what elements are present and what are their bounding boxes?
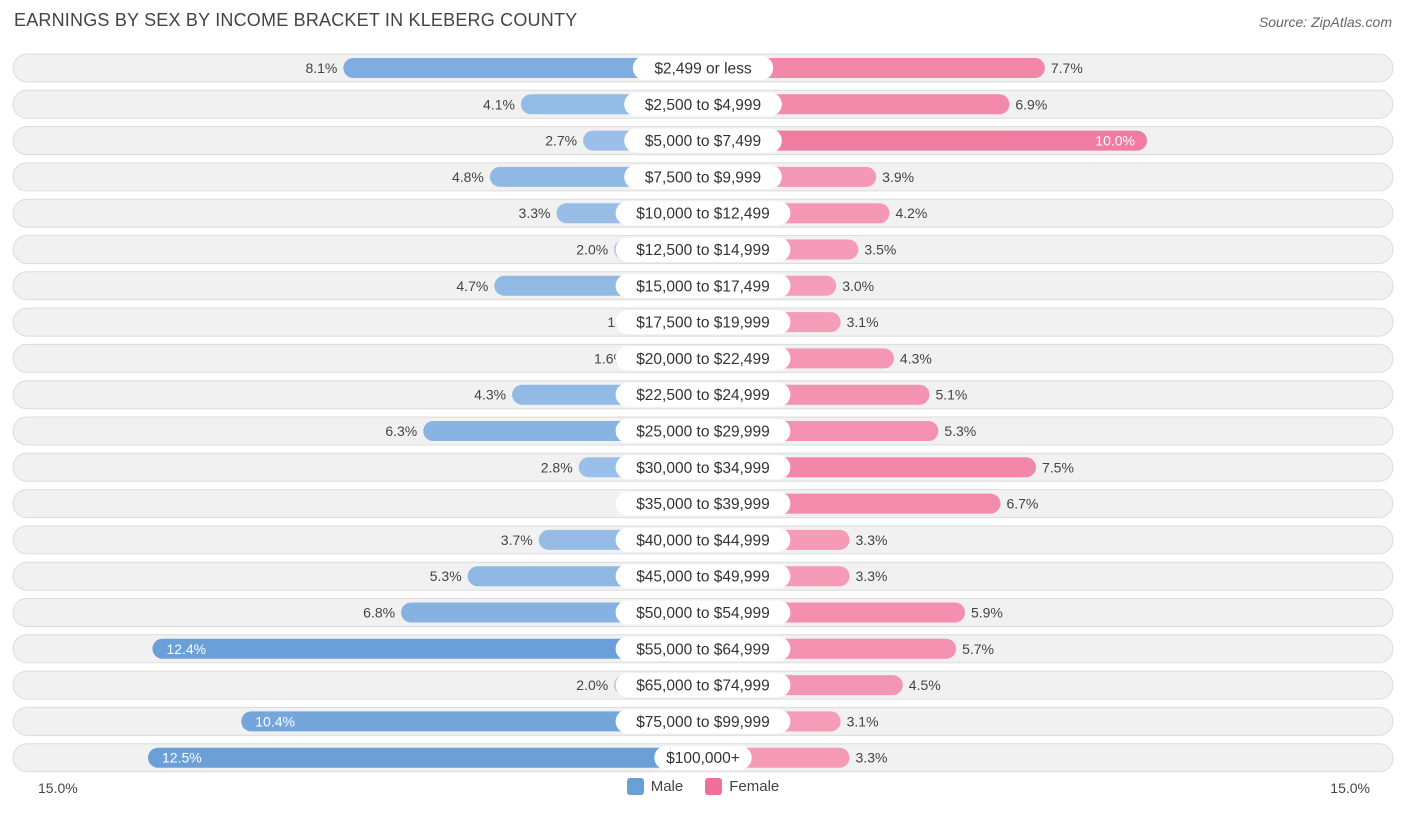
category-label: $65,000 to $74,999 bbox=[636, 678, 770, 695]
legend-label-female: Female bbox=[729, 778, 780, 795]
legend-item-female[interactable]: Female bbox=[705, 778, 779, 795]
female-bar bbox=[703, 130, 1147, 151]
category-label: $30,000 to $34,999 bbox=[636, 460, 770, 477]
category-label: $75,000 to $99,999 bbox=[636, 714, 770, 731]
category-label: $15,000 to $17,499 bbox=[636, 278, 770, 295]
female-value-label: 5.3% bbox=[944, 423, 976, 439]
male-value-label: 6.3% bbox=[385, 423, 417, 439]
female-value-label: 5.7% bbox=[962, 641, 994, 657]
category-label-bg bbox=[615, 673, 791, 698]
category-label-bg bbox=[615, 382, 791, 407]
category-label: $22,500 to $24,999 bbox=[636, 387, 770, 404]
category-label-bg bbox=[624, 128, 782, 153]
female-value-label: 10.0% bbox=[1095, 133, 1135, 149]
category-label-bg bbox=[615, 346, 791, 371]
source-label: Source: ZipAtlas.com bbox=[1258, 14, 1392, 30]
category-label-bg bbox=[615, 527, 791, 552]
male-value-label: 2.8% bbox=[541, 459, 573, 475]
male-value-label: 4.7% bbox=[456, 278, 488, 294]
male-value-label: 4.3% bbox=[474, 387, 506, 403]
female-value-label: 5.9% bbox=[971, 605, 1003, 621]
category-label-bg bbox=[632, 56, 774, 80]
male-bar bbox=[152, 638, 703, 659]
category-label-bg bbox=[624, 92, 782, 117]
female-value-label: 3.5% bbox=[864, 242, 896, 258]
female-value-label: 3.3% bbox=[856, 750, 888, 766]
female-bar bbox=[703, 58, 1045, 78]
legend-item-male[interactable]: Male bbox=[626, 778, 684, 795]
female-value-label: 4.5% bbox=[909, 677, 941, 693]
male-bar bbox=[148, 747, 703, 768]
category-label: $35,000 to $39,999 bbox=[636, 496, 770, 513]
category-label-bg bbox=[615, 564, 791, 589]
legend: Male Female bbox=[0, 778, 1406, 795]
female-value-label: 3.3% bbox=[856, 532, 888, 548]
category-label: $45,000 to $49,999 bbox=[636, 569, 770, 586]
category-label-bg bbox=[615, 636, 791, 661]
female-value-label: 7.7% bbox=[1051, 60, 1083, 76]
axis-label-right: 15.0% bbox=[1330, 780, 1370, 796]
female-value-label: 7.5% bbox=[1042, 459, 1074, 475]
male-value-label: 2.7% bbox=[545, 133, 577, 149]
female-value-label: 4.2% bbox=[895, 205, 927, 221]
female-value-label: 3.3% bbox=[856, 568, 888, 584]
category-label-bg bbox=[615, 491, 791, 516]
category-label-bg bbox=[615, 237, 791, 262]
female-value-label: 6.9% bbox=[1015, 96, 1047, 112]
male-value-label: 8.1% bbox=[305, 60, 337, 76]
male-value-label: 12.5% bbox=[162, 750, 202, 766]
category-label: $25,000 to $29,999 bbox=[636, 424, 770, 441]
category-label-bg bbox=[624, 164, 782, 189]
category-label-bg bbox=[615, 310, 791, 335]
male-bar bbox=[241, 711, 704, 732]
category-label: $17,500 to $19,999 bbox=[636, 315, 770, 332]
category-label: $12,500 to $14,999 bbox=[636, 242, 770, 259]
male-value-label: 3.7% bbox=[501, 532, 533, 548]
male-value-label: 4.1% bbox=[483, 96, 515, 112]
male-value-label: 5.3% bbox=[430, 568, 462, 584]
category-label-bg bbox=[654, 745, 752, 770]
male-value-label: 2.0% bbox=[576, 242, 608, 258]
category-label-bg bbox=[615, 709, 791, 734]
chart-title: EARNINGS BY SEX BY INCOME BRACKET IN KLE… bbox=[14, 10, 578, 30]
legend-swatch-male bbox=[626, 778, 644, 795]
male-value-label: 10.4% bbox=[255, 713, 295, 729]
male-bar bbox=[343, 58, 703, 78]
female-value-label: 3.1% bbox=[847, 314, 879, 330]
category-label: $40,000 to $44,999 bbox=[636, 532, 770, 549]
category-label: $20,000 to $22,499 bbox=[636, 351, 770, 368]
female-value-label: 3.9% bbox=[882, 169, 914, 185]
male-value-label: 12.4% bbox=[166, 641, 206, 657]
category-label-bg bbox=[615, 600, 791, 625]
legend-label-male: Male bbox=[650, 778, 684, 795]
legend-swatch-female bbox=[705, 778, 723, 795]
female-value-label: 3.1% bbox=[847, 713, 879, 729]
male-value-label: 3.3% bbox=[519, 205, 551, 221]
female-value-label: 3.0% bbox=[842, 278, 874, 294]
category-label-bg bbox=[615, 273, 791, 298]
female-value-label: 6.7% bbox=[1006, 496, 1038, 512]
category-label-bg bbox=[615, 201, 791, 226]
male-value-label: 6.8% bbox=[363, 605, 395, 621]
category-label: $55,000 to $64,999 bbox=[636, 641, 770, 658]
category-label: $5,000 to $7,499 bbox=[645, 133, 761, 150]
category-label-bg bbox=[615, 455, 791, 480]
axis-label-left: 15.0% bbox=[38, 780, 78, 796]
category-label: $100,000+ bbox=[666, 750, 740, 767]
category-label: $10,000 to $12,499 bbox=[636, 206, 770, 223]
male-value-label: 4.8% bbox=[452, 169, 484, 185]
male-value-label: 2.0% bbox=[576, 677, 608, 693]
category-label: $2,500 to $4,999 bbox=[645, 97, 761, 114]
category-label: $50,000 to $54,999 bbox=[636, 605, 770, 622]
category-label: $7,500 to $9,999 bbox=[645, 169, 761, 186]
female-value-label: 4.3% bbox=[900, 350, 932, 366]
category-label-bg bbox=[615, 419, 791, 443]
category-label: $2,499 or less bbox=[654, 61, 752, 78]
female-value-label: 5.1% bbox=[935, 387, 967, 403]
